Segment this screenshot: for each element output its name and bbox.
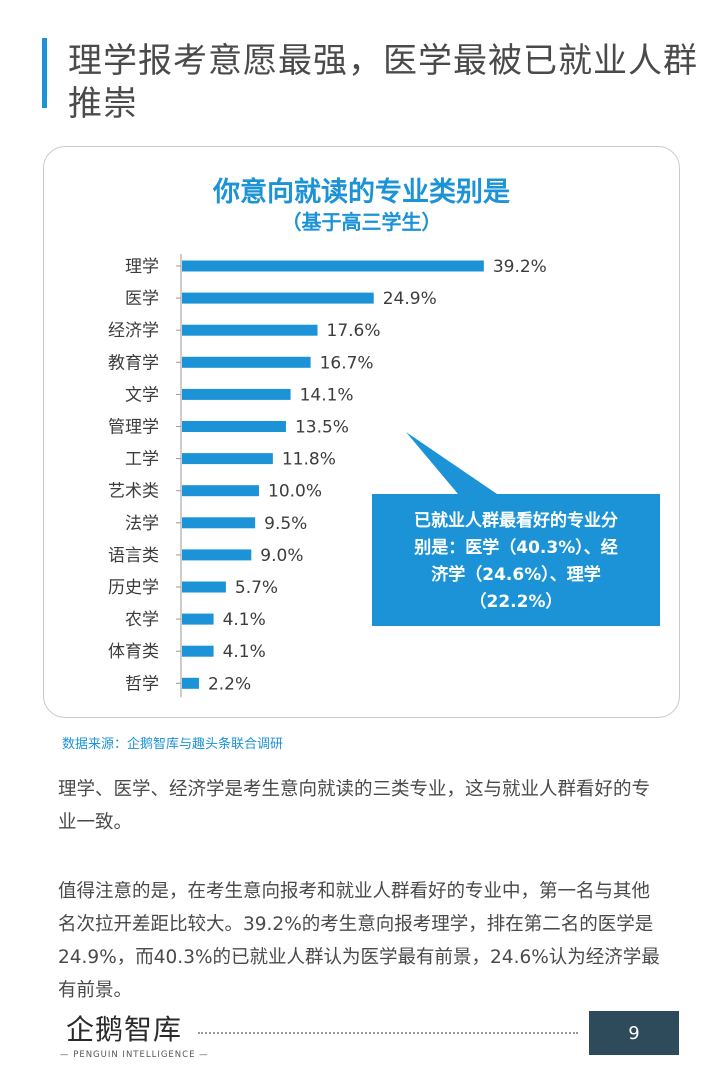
category-label: 工学 [125, 450, 159, 470]
bar [182, 324, 318, 336]
value-label: 4.1% [223, 642, 266, 662]
category-label: 哲学 [125, 674, 159, 694]
category-label: 理学 [125, 257, 159, 277]
value-label: 13.5% [295, 418, 349, 438]
value-label: 4.1% [223, 610, 266, 630]
value-label: 16.7% [320, 353, 374, 373]
category-label: 经济学 [108, 321, 159, 341]
logo: 企鹅智库 — PENGUIN INTELLIGENCE — [60, 1008, 208, 1068]
category-label: 文学 [125, 385, 159, 405]
value-label: 9.0% [260, 546, 303, 566]
chart-title: 你意向就读的专业类别是 [213, 177, 510, 208]
value-label: 2.2% [208, 674, 251, 694]
bar [182, 485, 259, 497]
value-label: 14.1% [300, 385, 354, 405]
value-label: 24.9% [383, 289, 437, 309]
dotted-divider [198, 1032, 578, 1034]
value-label: 10.0% [268, 482, 322, 502]
category-label: 法学 [125, 514, 159, 534]
bar [182, 549, 252, 561]
logo-name: 企鹅智库 [66, 1013, 183, 1046]
value-label: 11.8% [282, 450, 336, 470]
category-label: 体育类 [108, 642, 159, 662]
bar [182, 645, 214, 657]
category-label: 管理学 [108, 418, 159, 438]
bar [182, 613, 214, 625]
bar [182, 581, 226, 593]
callout-line: （22.2%） [469, 592, 563, 612]
paragraph-1: 理学、医学、经济学是考生意向就读的三类专业，这与就业人群看好的专业一致。 [58, 779, 651, 833]
value-label: 39.2% [493, 257, 547, 277]
value-label: 9.5% [264, 514, 307, 534]
value-label: 5.7% [235, 578, 278, 598]
bar [182, 388, 291, 400]
value-label: 17.6% [327, 321, 381, 341]
bar [182, 260, 484, 272]
page-number: 9 [589, 1011, 679, 1055]
data-source: 数据来源：企鹅智库与趣头条联合调研 [62, 737, 284, 752]
bar [182, 292, 374, 304]
callout-line: 已就业人群最看好的专业分 [414, 511, 618, 531]
category-label: 语言类 [108, 546, 159, 566]
bar [182, 453, 273, 465]
bar [182, 421, 286, 432]
callout-line: 别是：医学（40.3%）、经 [414, 538, 618, 558]
bar [182, 356, 311, 368]
category-label: 医学 [125, 289, 159, 309]
callout-line: 济学（24.6%）、理学 [431, 565, 601, 585]
bar [182, 677, 199, 689]
callout-text: 已就业人群最看好的专业分 别是：医学（40.3%）、经 济学（24.6%）、理学… [378, 508, 654, 616]
category-label: 教育学 [108, 353, 159, 373]
page-title: 理学报考意愿最强，医学最被已就业人群推崇 [68, 41, 698, 124]
category-label: 农学 [125, 610, 159, 630]
bar [182, 517, 256, 529]
chart-subtitle: （基于高三学生） [281, 210, 442, 234]
category-label: 艺术类 [108, 482, 159, 502]
paragraph-2: 值得注意的是，在考生意向报考和就业人群看好的专业中，第一名与其他名次拉开差距比较… [58, 881, 660, 1001]
category-label: 历史学 [108, 578, 159, 598]
title-accent-bar [42, 38, 47, 108]
logo-tagline: — PENGUIN INTELLIGENCE — [60, 1050, 209, 1060]
